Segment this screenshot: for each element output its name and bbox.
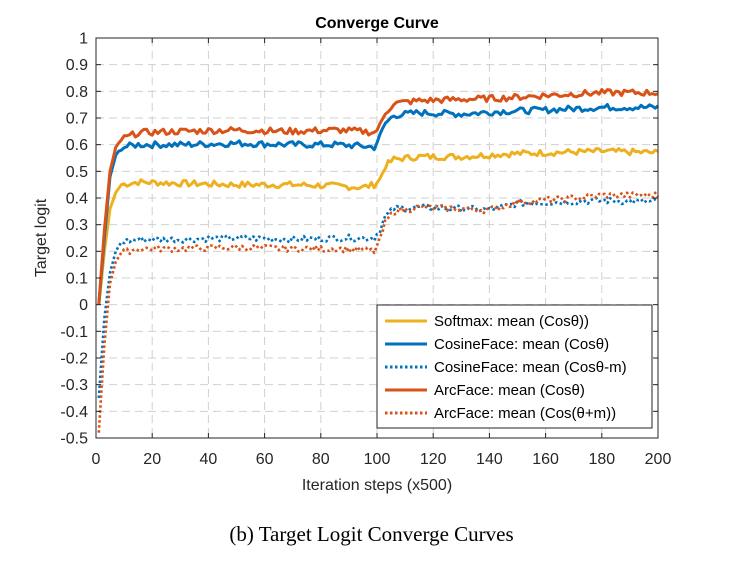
legend-label-4: ArcFace: mean (Cosθ) bbox=[434, 382, 585, 399]
series-line-2 bbox=[97, 103, 659, 305]
x-tick-label: 0 bbox=[92, 451, 101, 468]
x-tick-label: 120 bbox=[420, 451, 447, 468]
y-tick-label: -0.3 bbox=[60, 377, 88, 394]
figure-caption: (b) Target Logit Converge Curves bbox=[229, 522, 514, 546]
legend-label-1: Softmax: mean (Cosθ)) bbox=[434, 313, 589, 330]
series-line-4 bbox=[97, 88, 659, 305]
converge-curve-chart: 0 20 40 60 80 100 120 140 160 180 200 -0.5 -0.4 -0.3 -… bbox=[33, 15, 671, 494]
y-tick-label: 0.8 bbox=[66, 84, 88, 101]
series-lines bbox=[97, 88, 660, 433]
legend-box bbox=[376, 304, 653, 429]
y-tick-label: 0.1 bbox=[66, 271, 88, 288]
legend-label-3: CosineFace: mean (Cosθ-m) bbox=[434, 359, 627, 376]
y-tick-label: 0.6 bbox=[66, 137, 88, 154]
x-tick-label: 40 bbox=[200, 451, 218, 468]
chart-title: Converge Curve bbox=[315, 15, 439, 32]
y-tick-label: -0.2 bbox=[60, 351, 88, 368]
legend-label-5: ArcFace: mean (Cos(θ+m)) bbox=[434, 405, 616, 422]
y-tick-label: -0.1 bbox=[60, 324, 88, 341]
series-line-5 bbox=[97, 191, 660, 433]
y-tick-label: 0 bbox=[79, 297, 88, 314]
series-line-1 bbox=[97, 147, 659, 305]
y-tick-label: 0.4 bbox=[66, 191, 88, 208]
y-tick-label: 0.5 bbox=[66, 164, 88, 181]
y-axis-label: Target logit bbox=[33, 198, 50, 277]
y-tick-label: 0.9 bbox=[66, 57, 88, 74]
y-tick-label: 0.3 bbox=[66, 217, 88, 234]
x-tick-label: 80 bbox=[312, 451, 330, 468]
y-tick-label: 0.7 bbox=[66, 111, 88, 128]
x-tick-label: 140 bbox=[476, 451, 503, 468]
x-axis-label: Iteration steps (x500) bbox=[302, 477, 452, 494]
x-tick-label: 160 bbox=[532, 451, 559, 468]
x-tick-label: 180 bbox=[588, 451, 615, 468]
y-tick-label: 1 bbox=[79, 31, 88, 48]
x-tick-label: 100 bbox=[364, 451, 391, 468]
y-tick-label: 0.2 bbox=[66, 244, 88, 261]
y-tick-label: -0.4 bbox=[60, 404, 88, 421]
x-tick-label: 60 bbox=[256, 451, 274, 468]
legend-label-2: CosineFace: mean (Cosθ) bbox=[434, 336, 609, 353]
axes: 0 20 40 60 80 100 120 140 160 180 200 -0.5 -0.4 -0.3 -… bbox=[60, 31, 671, 469]
x-tick-label: 20 bbox=[143, 451, 161, 468]
y-tick-label: -0.5 bbox=[60, 431, 88, 448]
x-tick-label: 200 bbox=[645, 451, 672, 468]
legend: Softmax: mean (Cosθ)) CosineFace: mean (C… bbox=[376, 304, 653, 429]
